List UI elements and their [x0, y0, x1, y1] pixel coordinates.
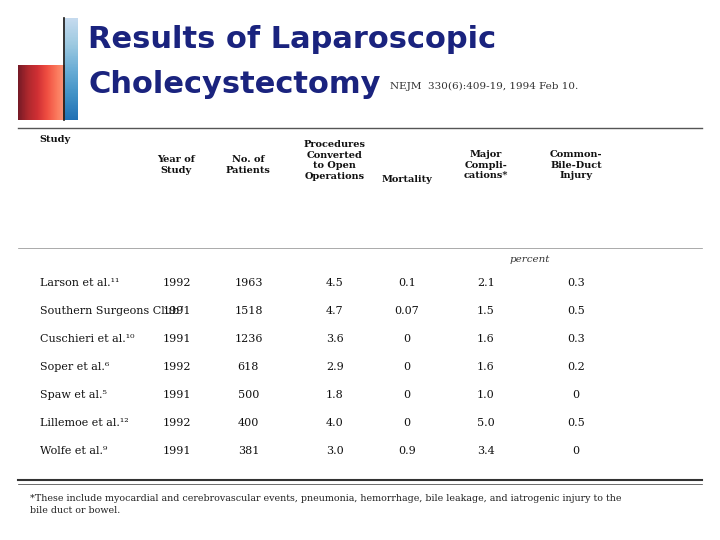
Text: Spaw et al.⁵: Spaw et al.⁵ [40, 390, 107, 400]
Text: bile duct or bowel.: bile duct or bowel. [30, 506, 120, 515]
Text: Study: Study [40, 135, 71, 144]
Text: 381: 381 [238, 446, 259, 456]
Text: No. of
Patients: No. of Patients [226, 155, 271, 175]
Text: 0: 0 [572, 390, 580, 400]
Text: 1991: 1991 [162, 306, 191, 316]
Text: 1992: 1992 [162, 418, 191, 428]
Text: 500: 500 [238, 390, 259, 400]
Text: Wolfe et al.⁹: Wolfe et al.⁹ [40, 446, 107, 456]
Text: Procedures
Converted
to Open
Operations: Procedures Converted to Open Operations [304, 140, 366, 181]
Text: Common-
Bile-Duct
Injury: Common- Bile-Duct Injury [550, 150, 602, 180]
Text: 1.6: 1.6 [477, 362, 495, 372]
Text: Results of Laparoscopic: Results of Laparoscopic [88, 25, 496, 54]
Text: 0.2: 0.2 [567, 362, 585, 372]
Text: 1518: 1518 [234, 306, 263, 316]
Text: Year of
Study: Year of Study [158, 155, 195, 175]
Text: 400: 400 [238, 418, 259, 428]
Text: 0: 0 [572, 446, 580, 456]
Text: 1991: 1991 [162, 446, 191, 456]
Text: Mortality: Mortality [382, 175, 432, 184]
Text: NEJM  330(6):409-19, 1994 Feb 10.: NEJM 330(6):409-19, 1994 Feb 10. [390, 82, 578, 91]
Text: 1963: 1963 [234, 278, 263, 288]
Text: Major
Compli-
cations*: Major Compli- cations* [464, 150, 508, 180]
Text: 4.5: 4.5 [326, 278, 343, 288]
Text: Cuschieri et al.¹⁰: Cuschieri et al.¹⁰ [40, 334, 134, 344]
Text: 1.0: 1.0 [477, 390, 495, 400]
Text: 1.5: 1.5 [477, 306, 495, 316]
Text: 618: 618 [238, 362, 259, 372]
Text: 0: 0 [403, 334, 410, 344]
Text: Lillemoe et al.¹²: Lillemoe et al.¹² [40, 418, 128, 428]
Text: 0.3: 0.3 [567, 278, 585, 288]
Text: 0.07: 0.07 [395, 306, 419, 316]
Text: 2.1: 2.1 [477, 278, 495, 288]
Text: percent: percent [510, 255, 550, 264]
Text: 1992: 1992 [162, 278, 191, 288]
Text: 1992: 1992 [162, 362, 191, 372]
Text: 1236: 1236 [234, 334, 263, 344]
Text: 0: 0 [403, 362, 410, 372]
Text: 0.5: 0.5 [567, 418, 585, 428]
Text: 0.9: 0.9 [398, 446, 415, 456]
Text: 3.4: 3.4 [477, 446, 495, 456]
Text: 4.0: 4.0 [326, 418, 343, 428]
Text: Soper et al.⁶: Soper et al.⁶ [40, 362, 109, 372]
Text: *These include myocardial and cerebrovascular events, pneumonia, hemorrhage, bil: *These include myocardial and cerebrovas… [30, 494, 621, 503]
Text: 0: 0 [403, 390, 410, 400]
Text: 1.6: 1.6 [477, 334, 495, 344]
Text: 0.1: 0.1 [398, 278, 415, 288]
Text: 3.6: 3.6 [326, 334, 343, 344]
Text: 2.9: 2.9 [326, 362, 343, 372]
Text: 0: 0 [403, 418, 410, 428]
Text: Southern Surgeons Club⁷: Southern Surgeons Club⁷ [40, 306, 183, 316]
Text: Larson et al.¹¹: Larson et al.¹¹ [40, 278, 119, 288]
Text: 5.0: 5.0 [477, 418, 495, 428]
Text: 0.5: 0.5 [567, 306, 585, 316]
Text: Cholecystectomy: Cholecystectomy [88, 70, 380, 99]
Text: 3.0: 3.0 [326, 446, 343, 456]
Text: 1991: 1991 [162, 390, 191, 400]
Text: 0.3: 0.3 [567, 334, 585, 344]
Text: 1.8: 1.8 [326, 390, 343, 400]
Text: 4.7: 4.7 [326, 306, 343, 316]
Text: 1991: 1991 [162, 334, 191, 344]
